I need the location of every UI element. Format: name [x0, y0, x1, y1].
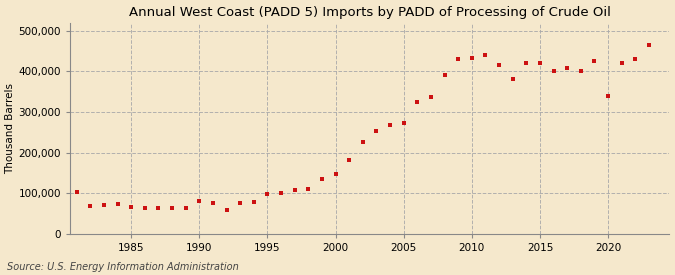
Point — [508, 77, 518, 82]
Y-axis label: Thousand Barrels: Thousand Barrels — [5, 83, 16, 174]
Point — [358, 139, 369, 144]
Point — [344, 157, 354, 162]
Point — [412, 100, 423, 104]
Point — [317, 177, 327, 181]
Point — [85, 204, 96, 208]
Point — [616, 61, 627, 65]
Point — [480, 53, 491, 57]
Point — [521, 61, 532, 65]
Point — [262, 192, 273, 196]
Point — [466, 56, 477, 60]
Point — [180, 206, 191, 210]
Point — [126, 205, 136, 210]
Point — [112, 202, 123, 207]
Point — [235, 201, 246, 206]
Point — [453, 57, 464, 61]
Point — [153, 206, 164, 210]
Point — [562, 66, 572, 71]
Point — [630, 57, 641, 61]
Point — [72, 189, 82, 194]
Point — [248, 200, 259, 204]
Point — [603, 94, 614, 99]
Point — [425, 95, 436, 99]
Point — [371, 129, 382, 133]
Point — [167, 206, 178, 210]
Point — [548, 69, 559, 73]
Point — [439, 73, 450, 78]
Point — [275, 191, 286, 196]
Point — [303, 187, 314, 191]
Point — [589, 59, 600, 63]
Point — [535, 61, 545, 65]
Point — [398, 121, 409, 125]
Text: Source: U.S. Energy Information Administration: Source: U.S. Energy Information Administ… — [7, 262, 238, 272]
Point — [493, 63, 504, 67]
Point — [385, 123, 396, 127]
Point — [576, 69, 587, 73]
Title: Annual West Coast (PADD 5) Imports by PADD of Processing of Crude Oil: Annual West Coast (PADD 5) Imports by PA… — [129, 6, 611, 18]
Point — [99, 202, 109, 207]
Point — [221, 207, 232, 212]
Point — [194, 199, 205, 204]
Point — [643, 43, 654, 47]
Point — [290, 188, 300, 192]
Point — [140, 206, 151, 210]
Point — [207, 201, 218, 206]
Point — [330, 172, 341, 176]
